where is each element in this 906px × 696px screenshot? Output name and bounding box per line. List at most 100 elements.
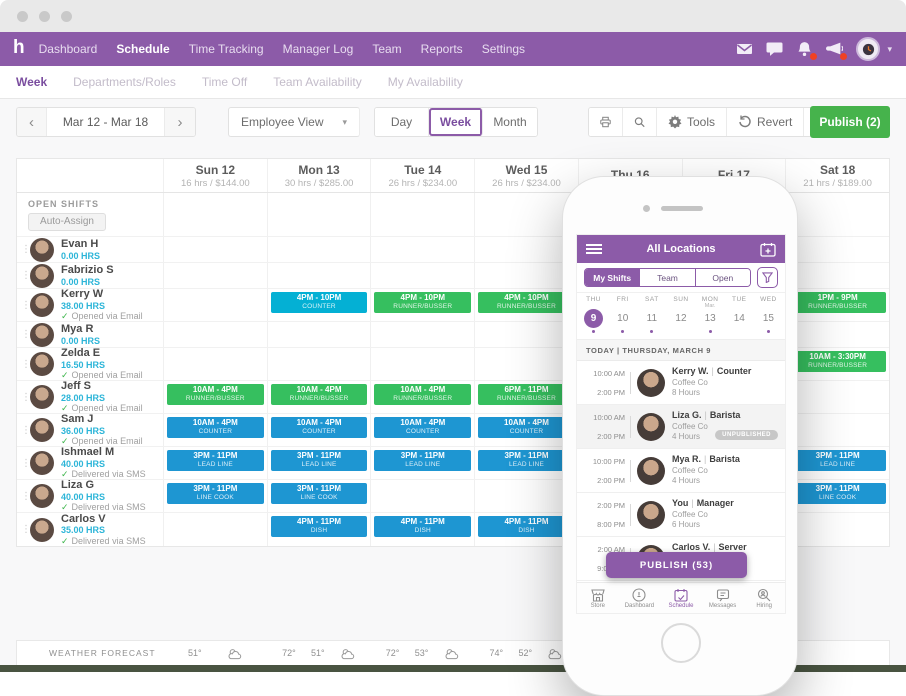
window-dot-3[interactable]: [61, 11, 72, 22]
shift-block[interactable]: 3PM - 11PM LEAD LINE: [167, 450, 264, 471]
account-avatar[interactable]: [856, 37, 881, 61]
tab-open[interactable]: Open: [695, 269, 750, 286]
bottom-nav-messages[interactable]: Messages: [702, 583, 744, 613]
bottom-nav-dashboard[interactable]: Dashboard: [619, 583, 661, 613]
shift-block[interactable]: 4PM - 11PM DISH: [374, 516, 472, 537]
shift-block[interactable]: 10AM - 4PM COUNTER: [374, 417, 472, 438]
next-week-button[interactable]: ›: [165, 108, 195, 136]
day-wed-15[interactable]: WED 15: [754, 296, 783, 339]
day-sat-11[interactable]: SAT 11: [637, 296, 666, 339]
shift-block[interactable]: 4PM - 11PM DISH: [478, 516, 575, 537]
window-dot-1[interactable]: [17, 11, 28, 22]
drag-handle-icon[interactable]: ⋮: [21, 424, 31, 436]
shift-block[interactable]: 3PM - 11PM LINE COOK: [789, 483, 886, 504]
print-button[interactable]: [589, 108, 623, 136]
shift-list-item[interactable]: 2:00 PM 8:00 PM You | Manager Coffee Co 6 H…: [577, 493, 785, 537]
avatar: [30, 451, 54, 475]
homebase-logo[interactable]: h: [13, 37, 25, 58]
shift-block[interactable]: 3PM - 11PM LEAD LINE: [270, 450, 368, 471]
shift-block[interactable]: 3PM - 11PM LEAD LINE: [478, 450, 575, 471]
bell-icon[interactable]: [796, 41, 818, 60]
phone-home-button[interactable]: [661, 623, 701, 663]
shift-block[interactable]: 6PM - 11PM RUNNER/BUSSER: [478, 384, 575, 405]
shift-list-item[interactable]: 10:00 PM 2:00 PM Mya R. | Barista Coffee Co…: [577, 449, 785, 493]
subnav-time-off[interactable]: Time Off: [201, 75, 248, 89]
view-selector-dropdown[interactable]: Employee View ▾: [228, 107, 360, 137]
shift-list-item[interactable]: 10:00 AM 2:00 PM Kerry W. | Counter Coffee …: [577, 361, 785, 405]
shift-list-item[interactable]: 10:00 AM 2:00 PM Liza G. | Barista Coffee C…: [577, 405, 785, 449]
day-mon-13[interactable]: MON Mar. 13: [696, 296, 725, 339]
subnav-team-availability[interactable]: Team Availability: [273, 75, 362, 89]
subnav-departments-roles[interactable]: Departments/Roles: [73, 75, 176, 89]
shift-block[interactable]: 10AM - 4PM COUNTER: [167, 417, 264, 438]
shift-block[interactable]: 4PM - 10PM COUNTER: [270, 292, 368, 313]
shift-block[interactable]: 3PM - 11PM LEAD LINE: [789, 450, 886, 471]
nav-dashboard[interactable]: Dashboard: [38, 42, 98, 56]
add-shift-calendar-icon[interactable]: [760, 242, 776, 257]
tab-team[interactable]: Team: [640, 269, 696, 286]
account-caret-icon[interactable]: ▾: [887, 43, 892, 54]
shift-block[interactable]: 3PM - 11PM LEAD LINE: [374, 450, 472, 471]
megaphone-icon[interactable]: [826, 41, 848, 60]
drag-handle-icon[interactable]: ⋮: [21, 391, 31, 403]
bottom-nav-store[interactable]: Store: [577, 583, 619, 613]
nav-settings[interactable]: Settings: [481, 42, 526, 56]
subnav-my-availability[interactable]: My Availability: [387, 75, 463, 89]
day-view-button[interactable]: Day: [375, 108, 429, 136]
drag-handle-icon[interactable]: ⋮: [21, 457, 31, 469]
week-view-button[interactable]: Week: [429, 108, 483, 136]
shift-block[interactable]: 10AM - 4PM COUNTER: [478, 417, 575, 438]
nav-schedule[interactable]: Schedule: [116, 42, 170, 56]
employee-hours: 0.00 HRS: [61, 335, 101, 346]
check-icon: ✓: [61, 469, 69, 479]
employee-row-carlos: ⋮ Carlos V 35.00 HRS ✓ Delivered via SMS 4…: [17, 513, 889, 546]
filter-funnel-icon[interactable]: [757, 267, 778, 288]
drag-handle-icon[interactable]: ⋮: [21, 299, 31, 311]
auto-assign-button[interactable]: Auto-Assign: [28, 212, 106, 231]
shift-block[interactable]: 10AM - 4PM RUNNER/BUSSER: [167, 384, 264, 405]
subnav-week[interactable]: Week: [16, 75, 48, 89]
tab-my-shifts[interactable]: My Shifts: [585, 269, 641, 286]
day-thu-9[interactable]: THU 9: [579, 296, 608, 339]
nav-reports[interactable]: Reports: [420, 42, 463, 56]
day-sun-12[interactable]: SUN 12: [673, 296, 689, 324]
drag-handle-icon[interactable]: ⋮: [21, 270, 31, 281]
window-dot-2[interactable]: [39, 11, 50, 22]
avatar: [30, 517, 54, 542]
shift-block[interactable]: 4PM - 10PM RUNNER/BUSSER: [478, 292, 575, 313]
day-fri-10[interactable]: FRI 10: [608, 296, 637, 339]
chat-icon[interactable]: [766, 41, 783, 57]
shift-block[interactable]: 4PM - 10PM RUNNER/BUSSER: [374, 292, 472, 313]
nav-team[interactable]: Team: [372, 42, 402, 56]
shift-block[interactable]: 10AM - 4PM RUNNER/BUSSER: [270, 384, 368, 405]
drag-handle-icon[interactable]: ⋮: [21, 329, 31, 340]
date-range[interactable]: Mar 12 - Mar 18: [47, 108, 165, 136]
hamburger-menu-icon[interactable]: [586, 244, 602, 254]
drag-handle-icon[interactable]: ⋮: [21, 524, 31, 535]
shift-block[interactable]: 1PM - 9PM RUNNER/BUSSER: [789, 292, 886, 313]
drag-handle-icon[interactable]: ⋮: [21, 358, 31, 370]
month-view-button[interactable]: Month: [483, 108, 537, 136]
tools-button[interactable]: Tools: [657, 108, 728, 136]
day-tue-14[interactable]: TUE 14: [732, 296, 747, 324]
mail-icon[interactable]: [736, 41, 753, 57]
phone-publish-button[interactable]: PUBLISH (53): [606, 552, 747, 578]
shift-block[interactable]: 4PM - 11PM DISH: [270, 516, 368, 537]
revert-button[interactable]: Revert: [727, 108, 805, 136]
bottom-nav-hiring[interactable]: Hiring: [743, 583, 785, 613]
drag-handle-icon[interactable]: ⋮: [21, 490, 31, 502]
shift-block[interactable]: 10AM - 4PM COUNTER: [270, 417, 368, 438]
phone-camera: [643, 205, 650, 212]
nav-time-tracking[interactable]: Time Tracking: [188, 42, 264, 56]
drag-handle-icon[interactable]: ⋮: [21, 244, 31, 255]
bottom-nav-schedule[interactable]: Schedule: [660, 583, 702, 613]
shift-block[interactable]: 3PM - 11PM LINE COOK: [167, 483, 264, 504]
shift-block[interactable]: 10AM - 3:30PM RUNNER/BUSSER: [789, 351, 886, 372]
phone-screen: All Locations My Shifts Team Open THU 9 F…: [576, 234, 786, 614]
shift-block[interactable]: 10AM - 4PM RUNNER/BUSSER: [374, 384, 472, 405]
shift-block[interactable]: 3PM - 11PM LINE COOK: [270, 483, 368, 504]
search-button[interactable]: [623, 108, 657, 136]
publish-button[interactable]: Publish (2): [810, 106, 890, 138]
nav-manager-log[interactable]: Manager Log: [282, 42, 354, 56]
prev-week-button[interactable]: ‹: [17, 108, 47, 136]
